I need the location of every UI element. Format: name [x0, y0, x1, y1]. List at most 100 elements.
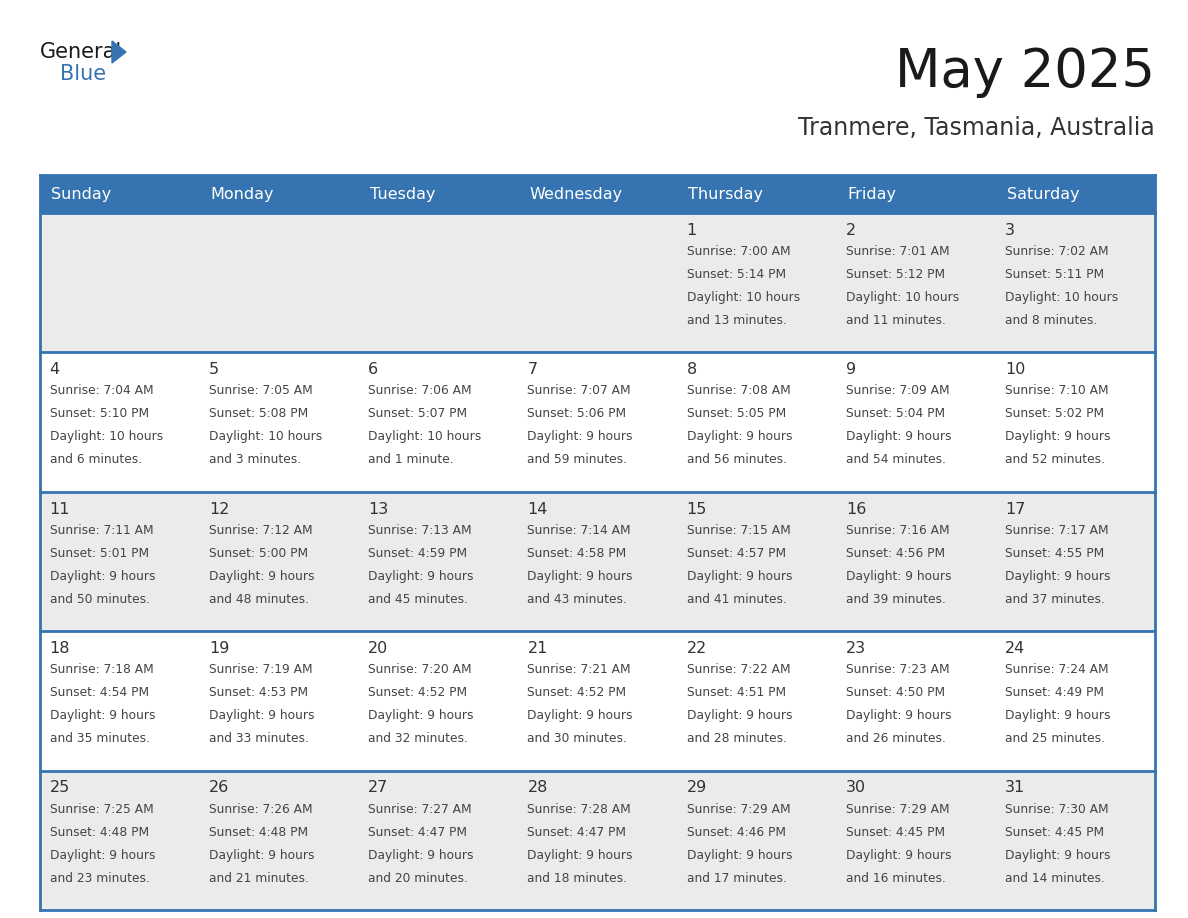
- Text: Sunset: 5:07 PM: Sunset: 5:07 PM: [368, 408, 467, 420]
- Bar: [200, 175, 359, 213]
- Text: 10: 10: [1005, 363, 1025, 377]
- Text: 12: 12: [209, 501, 229, 517]
- Text: 11: 11: [50, 501, 70, 517]
- Bar: [518, 353, 677, 492]
- Text: Sunset: 4:52 PM: Sunset: 4:52 PM: [527, 687, 626, 700]
- Text: Sunrise: 7:07 AM: Sunrise: 7:07 AM: [527, 385, 631, 397]
- Text: Sunrise: 7:23 AM: Sunrise: 7:23 AM: [846, 664, 949, 677]
- Text: Sunset: 4:50 PM: Sunset: 4:50 PM: [846, 687, 946, 700]
- Bar: [996, 353, 1155, 492]
- Text: Daylight: 9 hours: Daylight: 9 hours: [1005, 431, 1111, 443]
- Text: and 23 minutes.: and 23 minutes.: [50, 872, 150, 885]
- Text: 27: 27: [368, 780, 388, 795]
- Text: and 20 minutes.: and 20 minutes.: [368, 872, 468, 885]
- Text: 3: 3: [1005, 223, 1016, 238]
- Text: 14: 14: [527, 501, 548, 517]
- Text: Sunrise: 7:17 AM: Sunrise: 7:17 AM: [1005, 524, 1108, 537]
- Text: and 25 minutes.: and 25 minutes.: [1005, 733, 1105, 745]
- Text: Sunset: 4:58 PM: Sunset: 4:58 PM: [527, 547, 626, 560]
- Text: 22: 22: [687, 641, 707, 656]
- Text: Sunrise: 7:24 AM: Sunrise: 7:24 AM: [1005, 664, 1108, 677]
- Text: Sunset: 4:47 PM: Sunset: 4:47 PM: [527, 825, 626, 839]
- Text: Daylight: 9 hours: Daylight: 9 hours: [1005, 710, 1111, 722]
- Text: and 13 minutes.: and 13 minutes.: [687, 314, 786, 327]
- Text: Sunrise: 7:25 AM: Sunrise: 7:25 AM: [50, 802, 153, 816]
- Text: Daylight: 9 hours: Daylight: 9 hours: [846, 848, 952, 862]
- Text: and 3 minutes.: and 3 minutes.: [209, 453, 301, 466]
- Polygon shape: [112, 41, 126, 63]
- Text: Sunset: 4:56 PM: Sunset: 4:56 PM: [846, 547, 946, 560]
- Text: Tuesday: Tuesday: [369, 186, 435, 201]
- Text: and 43 minutes.: and 43 minutes.: [527, 593, 627, 606]
- Text: Sunrise: 7:21 AM: Sunrise: 7:21 AM: [527, 664, 631, 677]
- Text: 8: 8: [687, 363, 697, 377]
- Text: 5: 5: [209, 363, 219, 377]
- Bar: [40, 213, 200, 353]
- Bar: [518, 770, 677, 910]
- Bar: [996, 213, 1155, 353]
- Text: Daylight: 9 hours: Daylight: 9 hours: [846, 710, 952, 722]
- Text: Sunset: 4:48 PM: Sunset: 4:48 PM: [50, 825, 148, 839]
- Text: and 28 minutes.: and 28 minutes.: [687, 733, 786, 745]
- Text: 2: 2: [846, 223, 857, 238]
- Text: Sunrise: 7:26 AM: Sunrise: 7:26 AM: [209, 802, 312, 816]
- Text: and 39 minutes.: and 39 minutes.: [846, 593, 946, 606]
- Text: Sunset: 5:10 PM: Sunset: 5:10 PM: [50, 408, 148, 420]
- Text: Sunset: 5:14 PM: Sunset: 5:14 PM: [687, 268, 785, 281]
- Text: 28: 28: [527, 780, 548, 795]
- Bar: [200, 213, 359, 353]
- Text: 9: 9: [846, 363, 857, 377]
- Text: Daylight: 10 hours: Daylight: 10 hours: [1005, 291, 1119, 304]
- Bar: [677, 353, 836, 492]
- Text: Daylight: 9 hours: Daylight: 9 hours: [687, 431, 792, 443]
- Text: Sunrise: 7:15 AM: Sunrise: 7:15 AM: [687, 524, 790, 537]
- Text: Sunset: 4:45 PM: Sunset: 4:45 PM: [1005, 825, 1105, 839]
- Bar: [359, 175, 518, 213]
- Bar: [200, 492, 359, 632]
- Text: Daylight: 9 hours: Daylight: 9 hours: [687, 710, 792, 722]
- Text: Sunset: 4:46 PM: Sunset: 4:46 PM: [687, 825, 785, 839]
- Text: Daylight: 10 hours: Daylight: 10 hours: [50, 431, 163, 443]
- Text: and 35 minutes.: and 35 minutes.: [50, 733, 150, 745]
- Text: Tranmere, Tasmania, Australia: Tranmere, Tasmania, Australia: [798, 116, 1155, 140]
- Text: Daylight: 9 hours: Daylight: 9 hours: [209, 848, 315, 862]
- Text: 21: 21: [527, 641, 548, 656]
- Text: 26: 26: [209, 780, 229, 795]
- Text: and 32 minutes.: and 32 minutes.: [368, 733, 468, 745]
- Text: 4: 4: [50, 363, 59, 377]
- Bar: [836, 632, 996, 770]
- Bar: [996, 492, 1155, 632]
- Text: Sunrise: 7:18 AM: Sunrise: 7:18 AM: [50, 664, 153, 677]
- Text: Daylight: 9 hours: Daylight: 9 hours: [209, 710, 315, 722]
- Bar: [996, 175, 1155, 213]
- Text: 16: 16: [846, 501, 866, 517]
- Text: Sunset: 4:54 PM: Sunset: 4:54 PM: [50, 687, 148, 700]
- Text: Daylight: 9 hours: Daylight: 9 hours: [527, 431, 633, 443]
- Text: May 2025: May 2025: [895, 46, 1155, 98]
- Text: Daylight: 9 hours: Daylight: 9 hours: [368, 848, 474, 862]
- Text: Daylight: 9 hours: Daylight: 9 hours: [368, 710, 474, 722]
- Bar: [836, 492, 996, 632]
- Text: Daylight: 9 hours: Daylight: 9 hours: [687, 570, 792, 583]
- Text: 20: 20: [368, 641, 388, 656]
- Text: Sunset: 5:02 PM: Sunset: 5:02 PM: [1005, 408, 1105, 420]
- Text: 18: 18: [50, 641, 70, 656]
- Text: 17: 17: [1005, 501, 1025, 517]
- Bar: [40, 492, 200, 632]
- Text: Sunrise: 7:10 AM: Sunrise: 7:10 AM: [1005, 385, 1108, 397]
- Text: 30: 30: [846, 780, 866, 795]
- Bar: [836, 213, 996, 353]
- Bar: [40, 770, 200, 910]
- Text: General: General: [40, 42, 122, 62]
- Text: Sunrise: 7:19 AM: Sunrise: 7:19 AM: [209, 664, 312, 677]
- Text: Sunday: Sunday: [51, 186, 112, 201]
- Text: 7: 7: [527, 363, 537, 377]
- Text: Sunrise: 7:04 AM: Sunrise: 7:04 AM: [50, 385, 153, 397]
- Text: and 30 minutes.: and 30 minutes.: [527, 733, 627, 745]
- Text: Daylight: 9 hours: Daylight: 9 hours: [687, 848, 792, 862]
- Text: 23: 23: [846, 641, 866, 656]
- Bar: [359, 353, 518, 492]
- Text: Sunrise: 7:06 AM: Sunrise: 7:06 AM: [368, 385, 472, 397]
- Bar: [518, 175, 677, 213]
- Text: and 21 minutes.: and 21 minutes.: [209, 872, 309, 885]
